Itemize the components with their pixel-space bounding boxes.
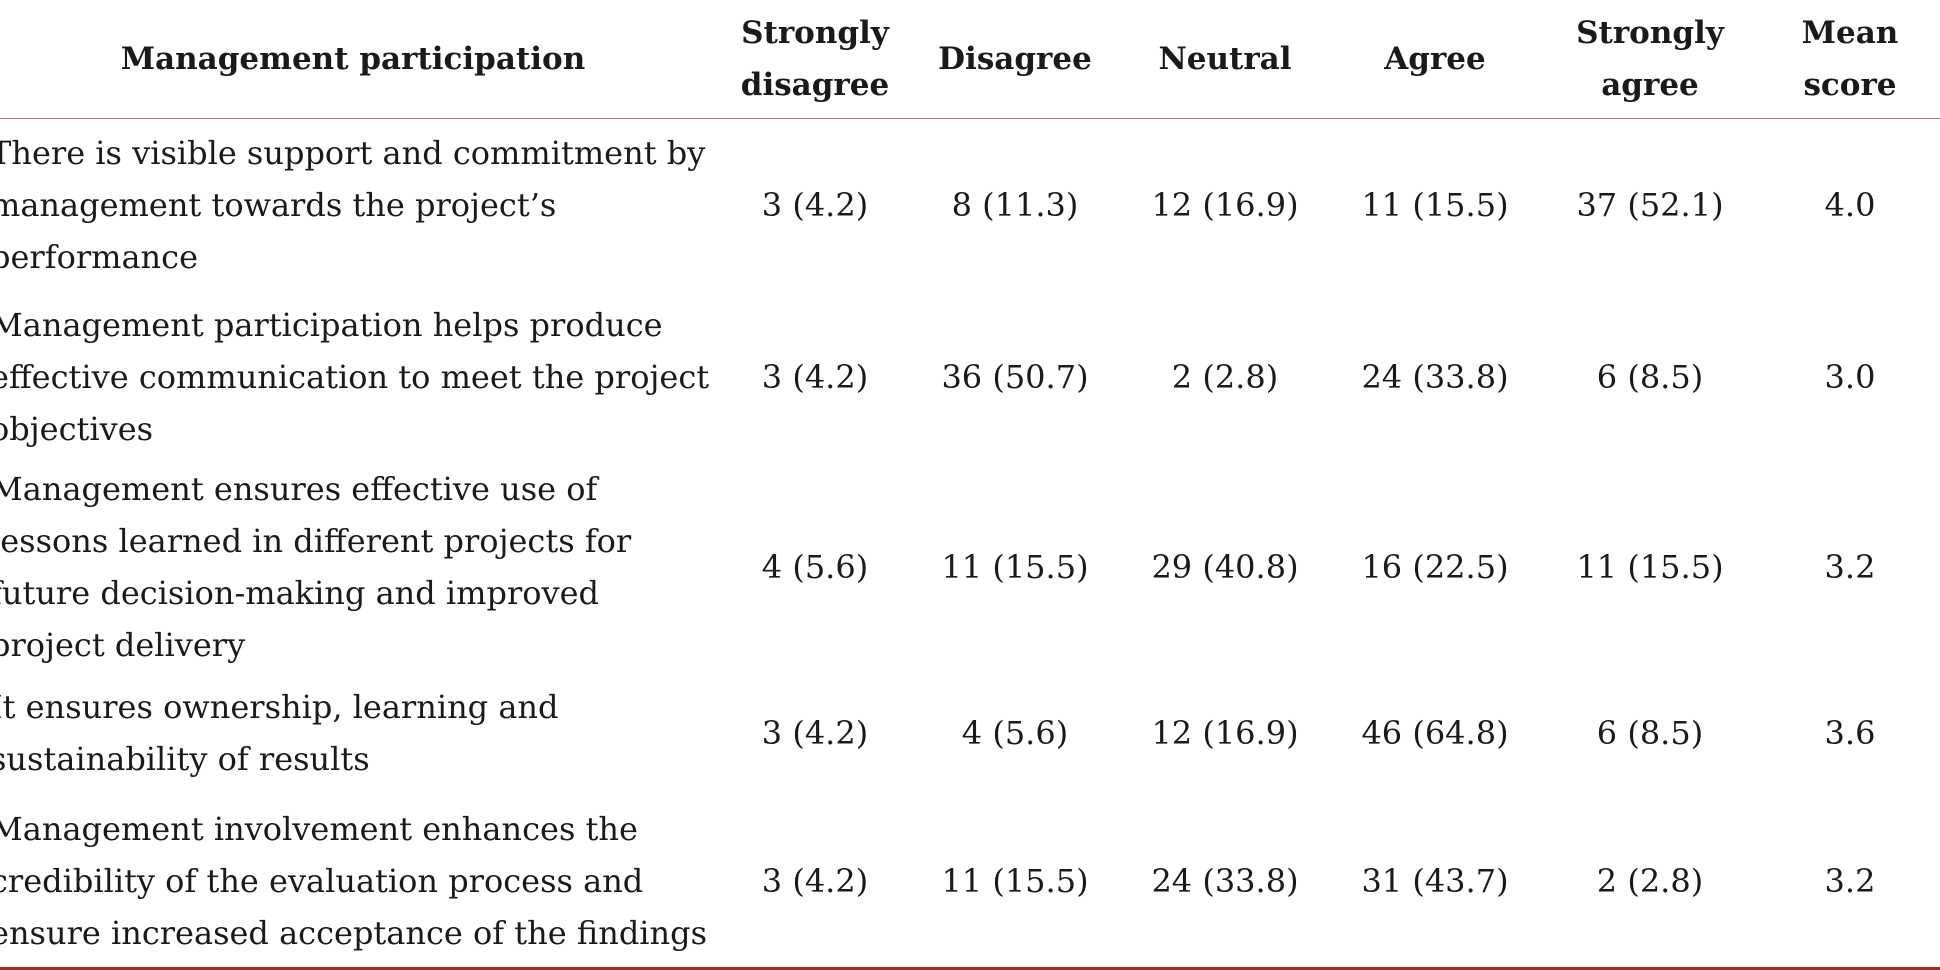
header-strongly-agree: Strongly agree [1540, 0, 1760, 119]
mean-score-cell: 3.6 [1824, 714, 1876, 752]
table-row: It ensures ownership, learning and susta… [0, 671, 1940, 795]
item-cell: It ensures ownership, learning and susta… [0, 688, 559, 778]
neutral-cell: 2 (2.8) [1171, 358, 1279, 396]
disagree-cell: 11 (15.5) [941, 548, 1089, 586]
disagree-cell: 36 (50.7) [941, 358, 1089, 396]
item-cell: Management participation helps produce e… [0, 306, 710, 448]
strongly-agree-cell: 6 (8.5) [1596, 714, 1704, 752]
header-agree: Agree [1330, 0, 1540, 119]
strongly-disagree-cell: 3 (4.2) [761, 186, 869, 224]
table-row: Management involvement enhances the cred… [0, 795, 1940, 970]
item-cell: Management involvement enhances the cred… [0, 795, 720, 970]
mean-score-cell: 3.0 [1824, 358, 1876, 396]
table-row: There is visible support and commitment … [0, 119, 1940, 292]
agree-cell: 11 (15.5) [1361, 186, 1509, 224]
strongly-disagree-cell: 4 (5.6) [761, 548, 869, 586]
disagree-cell: 8 (11.3) [951, 186, 1079, 224]
header-neutral: Neutral [1120, 0, 1330, 119]
strongly-disagree-cell: 3 (4.2) [761, 358, 869, 396]
strongly-agree-cell: 37 (52.1) [1576, 186, 1724, 224]
agree-cell: 31 (43.7) [1330, 795, 1540, 970]
agree-cell: 16 (22.5) [1361, 548, 1509, 586]
mean-score-cell: 3.2 [1824, 548, 1876, 586]
header-mean-score: Mean score [1760, 0, 1940, 119]
table-header: Management participation Strongly disagr… [0, 0, 1940, 119]
header-row: Management participation Strongly disagr… [0, 0, 1940, 119]
table-row: Management participation helps produce e… [0, 291, 1940, 463]
item-cell: There is visible support and commitment … [0, 134, 706, 276]
neutral-cell: 12 (16.9) [1151, 714, 1299, 752]
disagree-cell: 4 (5.6) [961, 714, 1069, 752]
strongly-agree-cell: 6 (8.5) [1596, 358, 1704, 396]
agree-cell: 46 (64.8) [1361, 714, 1509, 752]
strongly-disagree-cell: 3 (4.2) [761, 714, 869, 752]
agree-cell: 24 (33.8) [1361, 358, 1509, 396]
item-cell: Management ensures effective use of less… [0, 470, 632, 664]
strongly-agree-cell: 2 (2.8) [1540, 795, 1760, 970]
mean-score-cell: 4.0 [1824, 186, 1876, 224]
table-body: There is visible support and commitment … [0, 119, 1940, 970]
neutral-cell: 24 (33.8) [1120, 795, 1330, 970]
neutral-cell: 29 (40.8) [1151, 548, 1299, 586]
mean-score-cell: 3.2 [1760, 795, 1940, 970]
strongly-agree-cell: 11 (15.5) [1576, 548, 1724, 586]
table-row: Management ensures effective use of less… [0, 463, 1940, 671]
neutral-cell: 12 (16.9) [1151, 186, 1299, 224]
header-disagree: Disagree [910, 0, 1120, 119]
disagree-cell: 11 (15.5) [910, 795, 1120, 970]
header-strongly-disagree: Strongly disagree [720, 0, 910, 119]
header-management-participation: Management participation [0, 0, 720, 119]
strongly-disagree-cell: 3 (4.2) [720, 795, 910, 970]
